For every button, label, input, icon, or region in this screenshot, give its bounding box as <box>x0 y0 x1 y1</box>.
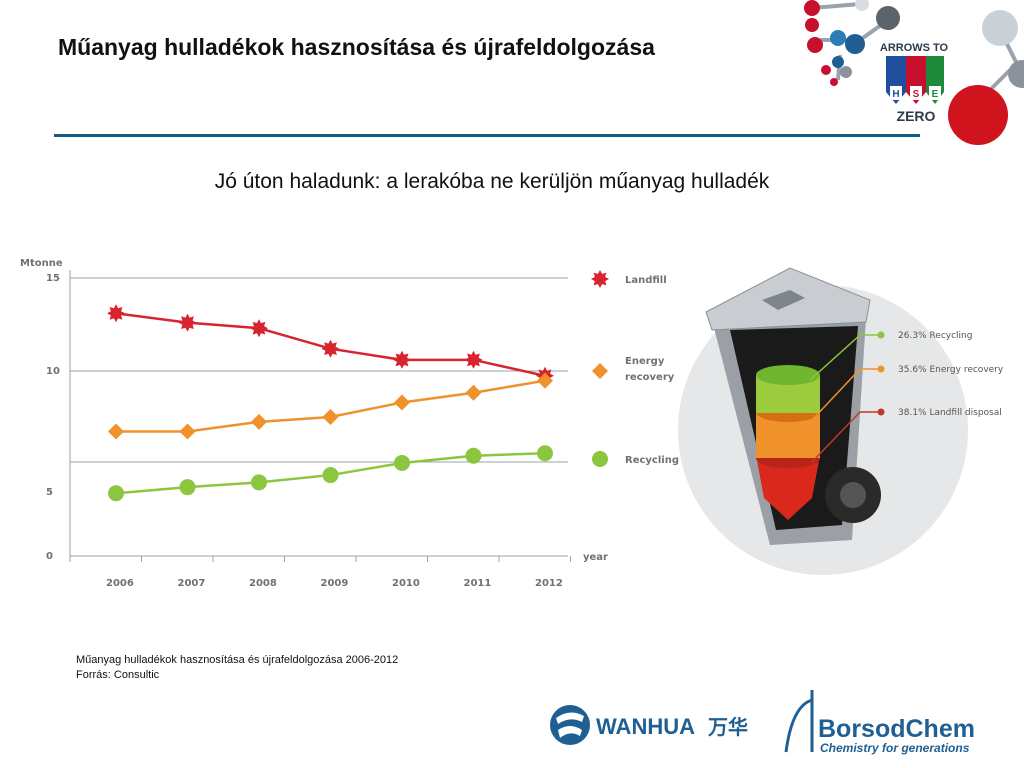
legend-marker <box>592 451 608 467</box>
svg-text:ZERO: ZERO <box>897 108 936 124</box>
x-tick-label: 2010 <box>392 578 420 589</box>
y-axis-label: Mtonne <box>20 258 63 269</box>
legend-marker <box>591 270 609 288</box>
bin-handle <box>762 290 805 310</box>
svg-text:WANHUA: WANHUA <box>596 714 695 739</box>
leader-line <box>811 411 880 463</box>
series-landfill <box>107 304 554 385</box>
data-point <box>251 413 267 430</box>
bin-breakdown-labels: 26.3% Recycling 35.6% Energy recovery 38.1… <box>809 331 1004 463</box>
x-tick-label: 2011 <box>464 578 492 589</box>
bin-breakdown-item: 38.1% Landfill disposal <box>811 408 1002 463</box>
x-tick-labels: 2006 2007 2008 2009 2010 2011 2012 <box>106 578 563 589</box>
source-line-1: Műanyag hulladékok hasznosítása és újraf… <box>76 654 399 666</box>
svg-text:万华: 万华 <box>707 715 748 739</box>
page-title: Műanyag hulladékok hasznosítása és újraf… <box>58 34 655 60</box>
legend-item: Energy recovery <box>592 356 675 383</box>
data-point <box>465 384 482 401</box>
bin-fill-landfill <box>756 455 820 520</box>
x-tick-label: 2007 <box>178 578 206 589</box>
header-divider <box>54 134 920 137</box>
data-point <box>394 394 410 411</box>
data-point <box>179 479 196 496</box>
data-point <box>108 423 124 440</box>
borsodchem-logo: BorsodChem Chemistry for generations <box>784 690 975 755</box>
bin-breakdown-label: 26.3% Recycling <box>898 331 972 341</box>
bin-breakdown-item: 26.3% Recycling <box>809 331 972 381</box>
legend-label: Landfill <box>625 275 667 286</box>
data-point <box>537 372 553 389</box>
bin-breakdown-item: 35.6% Energy recovery <box>811 365 1004 421</box>
legend-item: Recycling <box>592 451 679 467</box>
wanhua-logo: WANHUA 万华 <box>550 705 748 745</box>
series-recycling <box>108 445 553 502</box>
chart-series <box>107 304 554 502</box>
legend-label: Recycling <box>625 455 679 466</box>
data-point <box>322 408 339 425</box>
leader-line <box>809 334 880 381</box>
legend-label: Energy recovery <box>625 356 675 383</box>
data-point <box>179 423 196 440</box>
y-tick-label: 15 <box>46 273 60 284</box>
data-point <box>537 445 553 462</box>
leader-dot <box>877 331 885 339</box>
y-tick-label: 10 <box>46 366 60 377</box>
chart-source-note: Műanyag hulladékok hasznosítása és újraf… <box>76 653 398 683</box>
svg-text:H: H <box>892 89 899 100</box>
svg-text:E: E <box>932 89 939 100</box>
x-axis-label: year <box>583 552 608 563</box>
data-point <box>250 319 268 338</box>
bin-breakdown-label: 38.1% Landfill disposal <box>898 408 1002 418</box>
svg-text:ARROWS TO: ARROWS TO <box>880 42 949 54</box>
data-point <box>393 350 411 369</box>
chart-legend: Landfill Energy recovery Recycling <box>591 270 679 467</box>
data-point <box>465 447 482 464</box>
source-line-2: Forrás: Consultic <box>76 669 160 681</box>
data-point <box>322 467 339 484</box>
data-point <box>394 454 410 471</box>
y-tick-labels: 15 10 5 0 <box>46 273 60 562</box>
y-tick-label: 0 <box>46 551 53 562</box>
leader-dot <box>877 365 885 373</box>
leader-dot <box>877 408 885 416</box>
data-point <box>321 339 340 358</box>
bin-breakdown-label: 35.6% Energy recovery <box>898 365 1004 375</box>
legend-marker <box>592 363 608 379</box>
leader-line <box>811 368 880 421</box>
y-tick-label: 5 <box>46 487 53 498</box>
series-energy-recovery <box>108 372 553 440</box>
arrows-to-zero-badge: ARROWS TO H S E ZERO <box>880 42 949 124</box>
slide-subtitle: Jó úton haladunk: a lerakóba ne kerüljön… <box>214 170 770 193</box>
x-tick-label: 2012 <box>535 578 563 589</box>
data-point <box>464 350 483 369</box>
svg-text:BorsodChem: BorsodChem <box>818 715 975 743</box>
legend-item: Landfill <box>591 270 667 288</box>
x-tick-label: 2008 <box>249 578 277 589</box>
chart-grid <box>69 270 571 562</box>
data-point <box>108 485 124 502</box>
svg-text:S: S <box>913 89 920 100</box>
data-point <box>107 304 125 323</box>
svg-text:Chemistry for generations: Chemistry for generations <box>820 741 970 755</box>
data-point <box>251 474 267 491</box>
x-tick-label: 2006 <box>106 578 134 589</box>
molecule-atoms <box>804 0 1024 145</box>
x-tick-label: 2009 <box>321 578 349 589</box>
data-point <box>178 313 197 332</box>
